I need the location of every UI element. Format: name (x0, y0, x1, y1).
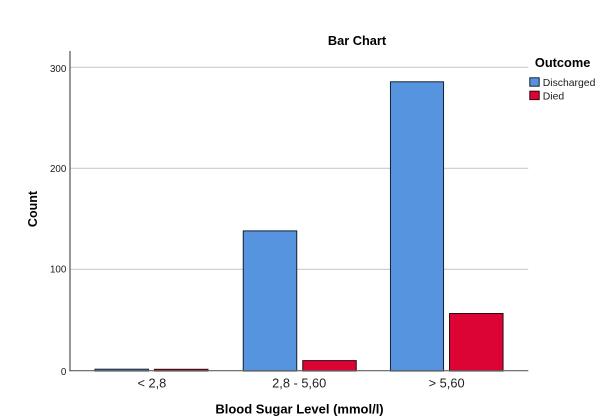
svg-text:Count: Count (26, 190, 40, 227)
svg-text:100: 100 (50, 265, 67, 276)
svg-text:2,8 - 5,60: 2,8 - 5,60 (272, 376, 326, 391)
svg-text:0: 0 (61, 367, 67, 378)
svg-text:Died: Died (543, 91, 565, 102)
svg-text:300: 300 (50, 64, 67, 75)
svg-text:Bar Chart: Bar Chart (328, 33, 387, 48)
svg-text:> 5,60: > 5,60 (429, 376, 465, 391)
svg-text:Outcome: Outcome (535, 55, 590, 70)
svg-text:Discharged: Discharged (543, 78, 596, 89)
svg-text:200: 200 (50, 164, 67, 175)
svg-text:< 2,8: < 2,8 (137, 376, 166, 391)
svg-text:Blood Sugar Level (mmol/l): Blood Sugar Level (mmol/l) (215, 402, 383, 417)
